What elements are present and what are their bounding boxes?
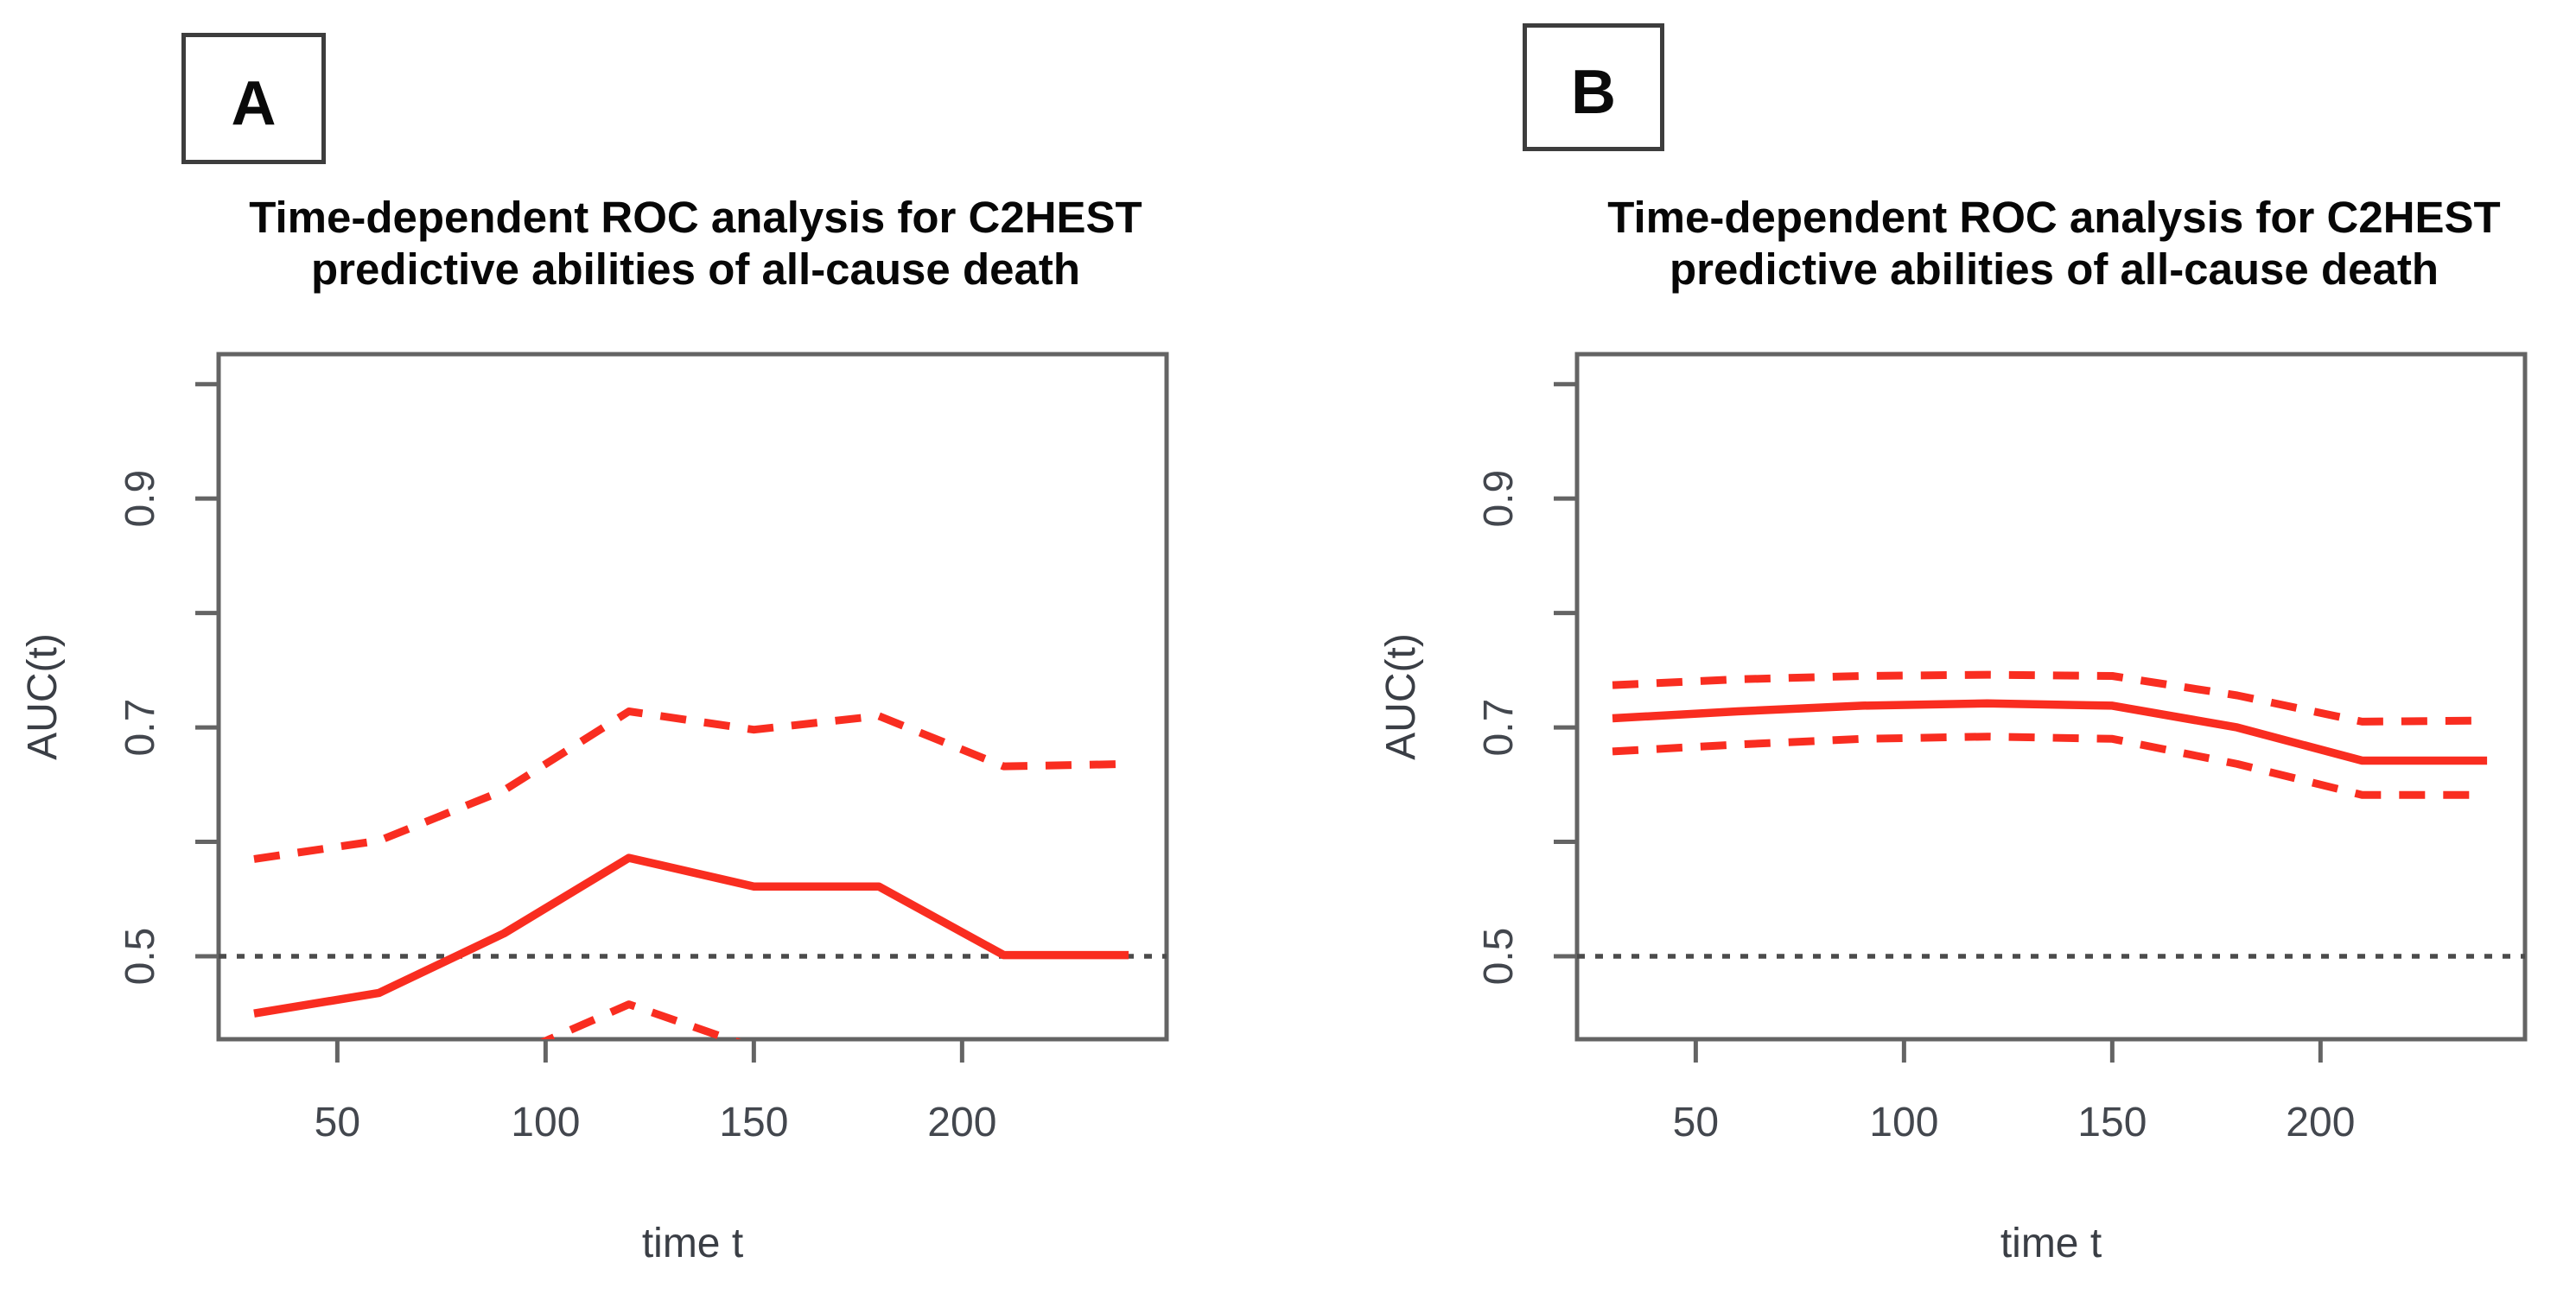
x-tick-label: 150 (2077, 1100, 2147, 1145)
panel-title-A-line2: predictive abilities of all-cause death (311, 244, 1080, 294)
y-axis-title: AUC(t) (20, 633, 66, 760)
y-axis-title: AUC(t) (1378, 633, 1424, 760)
y-tick-label: 0.9 (1476, 470, 1522, 528)
plot-box (216, 352, 1169, 1042)
plot-box (1574, 352, 2528, 1042)
y-tick-label: 0.9 (118, 470, 163, 528)
x-axis-title: time t (2000, 1221, 2102, 1266)
panel-label-B: B (1571, 58, 1616, 127)
series-95-ci-upper (1612, 670, 2488, 726)
panel-label-box-A: A (181, 33, 326, 164)
series-auc-t-estimate (1612, 699, 2488, 765)
x-axis-title: time t (642, 1221, 743, 1266)
panel-title-B-line1: Time-dependent ROC analysis for C2HEST (1607, 193, 2501, 242)
x-tick-label: 200 (927, 1100, 996, 1145)
x-tick-label: 50 (1673, 1100, 1719, 1145)
y-tick-label: 0.7 (118, 699, 163, 757)
x-tick-label: 100 (511, 1100, 580, 1145)
panel-title-B: Time-dependent ROC analysis for C2HEST pr… (1505, 192, 2576, 295)
y-tick-label: 0.5 (1476, 928, 1522, 986)
roc-plot-A: 50 100 150 200 0.5 0.7 0.9 time t AUC(t) (20, 352, 1169, 1266)
y-tick-label: 0.7 (1476, 699, 1522, 757)
series-group (253, 707, 1129, 1039)
series-auc-t-estimate (253, 853, 1129, 1018)
series-95-ci-lower (539, 1000, 741, 1039)
series-95-ci-upper (253, 707, 1129, 863)
series-95-ci-lower (1612, 733, 2488, 799)
x-tick-label: 100 (1869, 1100, 1938, 1145)
panel-label-A: A (231, 69, 277, 138)
panel-title-A-line1: Time-dependent ROC analysis for C2HEST (249, 193, 1142, 242)
panel-title-B-line2: predictive abilities of all-cause death (1670, 244, 2439, 294)
y-tick-label: 0.5 (118, 928, 163, 986)
panel-label-box-B: B (1523, 23, 1664, 151)
panel-title-A: Time-dependent ROC analysis for C2HEST pr… (147, 192, 1244, 295)
x-tick-label: 200 (2286, 1100, 2355, 1145)
x-tick-label: 150 (719, 1100, 788, 1145)
x-tick-label: 50 (315, 1100, 360, 1145)
roc-plot-B: 50 100 150 200 0.5 0.7 0.9 time t AUC(t) (1378, 352, 2528, 1266)
series-group (1612, 670, 2488, 799)
